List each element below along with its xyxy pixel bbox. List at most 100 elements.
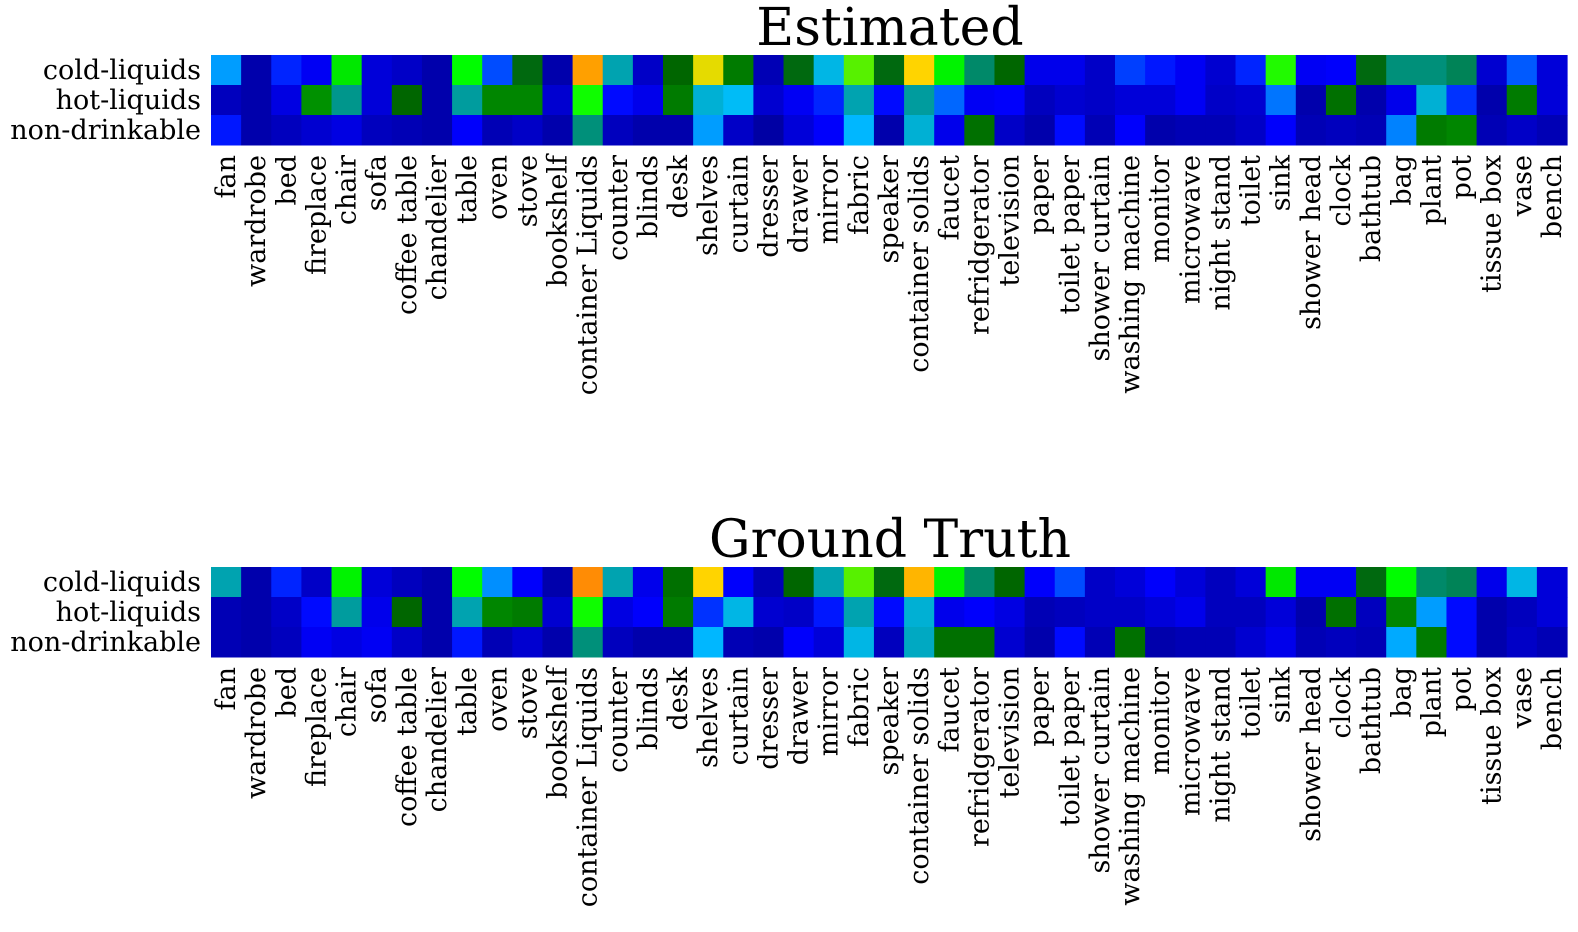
heatmap-cell [602, 85, 634, 116]
heatmap-cell [994, 115, 1026, 146]
heatmap-cell [753, 597, 785, 628]
heatmap-cell [542, 597, 574, 628]
heatmap-cell [1356, 567, 1387, 598]
heatmap-cell [1476, 567, 1508, 598]
column-label: bathtub [1356, 155, 1387, 262]
column-label: fireplace [301, 667, 332, 787]
heatmap-cell [1084, 597, 1116, 628]
heatmap-cell [813, 85, 845, 116]
heatmap-cell [361, 567, 393, 598]
column-label: shelves [693, 155, 724, 256]
heatmap-cell [934, 115, 965, 146]
heatmap-cell [1506, 85, 1538, 116]
column-label: chair [332, 155, 363, 225]
heatmap-cell [301, 627, 333, 658]
heatmap-cell [1295, 567, 1327, 598]
heatmap-cell [1054, 627, 1086, 658]
heatmap-cell [873, 597, 905, 628]
heatmap-cell [813, 567, 845, 598]
heatmap-cell [1115, 55, 1146, 86]
heatmap-cell [1175, 627, 1206, 658]
heatmap-cell [602, 115, 634, 146]
heatmap-cell [1536, 567, 1568, 598]
column-label: blinds [633, 155, 664, 238]
heatmap-cell [301, 567, 333, 598]
column-label: container solids [904, 667, 935, 885]
heatmap-cell [572, 55, 604, 86]
heatmap-cell [1386, 627, 1417, 658]
column-label: mirror [814, 155, 845, 244]
heatmap-cell [361, 597, 393, 628]
heatmap-cell [813, 627, 845, 658]
heatmap-cell [391, 85, 423, 116]
heatmap-cell [572, 597, 604, 628]
heatmap-cell [964, 115, 996, 146]
heatmap-cell [1265, 597, 1297, 628]
heatmap-cell [301, 597, 333, 628]
heatmap-cell [693, 627, 724, 658]
heatmap-cell [1115, 597, 1146, 628]
heatmap-cell [994, 627, 1026, 658]
column-label: dresser [753, 667, 784, 770]
column-label: container Liquids [573, 667, 604, 907]
heatmap-cell [1175, 597, 1206, 628]
heatmap-cell [934, 627, 965, 658]
heatmap-cell [904, 597, 935, 628]
heatmap-cell [211, 85, 242, 116]
heatmap-cell [452, 85, 483, 116]
heatmap-cell [1235, 597, 1267, 628]
heatmap-cell [1295, 597, 1327, 628]
heatmap-cell [934, 597, 965, 628]
heatmap-cell [1446, 85, 1478, 116]
row-label: hot-liquids [56, 85, 201, 116]
column-label: washing machine [1115, 667, 1146, 906]
column-label: chandelier [422, 155, 453, 301]
column-label: bed [271, 155, 302, 206]
column-label: fan [211, 155, 242, 198]
heatmap-cell [1476, 55, 1508, 86]
heatmap-cell [1386, 597, 1417, 628]
heatmap-cell [482, 85, 513, 116]
heatmap-cell [452, 567, 483, 598]
heatmap-cell [843, 597, 875, 628]
heatmap-cell [1536, 597, 1568, 628]
heatmap-cell [723, 627, 754, 658]
heatmap-cell [301, 115, 333, 146]
heatmap-cell [632, 115, 664, 146]
heatmap-cell [934, 567, 965, 598]
heatmap-panel-ground-truth: Ground Truth cold-liquidshot-liquidsnon-… [10, 510, 1568, 907]
heatmap-cell [1265, 115, 1297, 146]
heatmap-cell [241, 115, 272, 146]
column-label: bench [1537, 155, 1568, 238]
heatmap-cell [1235, 115, 1267, 146]
heatmap-cell [331, 55, 363, 86]
heatmap-cell [1054, 85, 1086, 116]
heatmap-cell [512, 85, 544, 116]
heatmap-cell [1356, 597, 1387, 628]
column-label: bag [1386, 667, 1417, 718]
heatmap-cell [361, 85, 393, 116]
heatmap-cell [632, 85, 664, 116]
column-label: blinds [633, 667, 664, 750]
heatmap-cell [873, 627, 905, 658]
heatmap-cell [241, 627, 272, 658]
heatmap-cell [873, 115, 905, 146]
heatmap-cell [723, 115, 754, 146]
column-label: plant [1416, 155, 1447, 225]
heatmap-cell [1115, 85, 1146, 116]
heatmap-cell [1145, 55, 1176, 86]
column-label: wardrobe [241, 155, 272, 287]
heatmap-cell [964, 55, 996, 86]
heatmap-cell [813, 115, 845, 146]
heatmap-cell [904, 115, 935, 146]
heatmap-cell [1476, 115, 1508, 146]
column-label: toilet paper [1055, 155, 1086, 314]
column-label: curtain [723, 155, 754, 253]
heatmap-cell [542, 627, 574, 658]
heatmap-cell [572, 115, 604, 146]
heatmap-cell [512, 627, 544, 658]
column-label: faucet [934, 155, 965, 241]
heatmap-cell [602, 627, 634, 658]
heatmap-cell [1295, 627, 1327, 658]
